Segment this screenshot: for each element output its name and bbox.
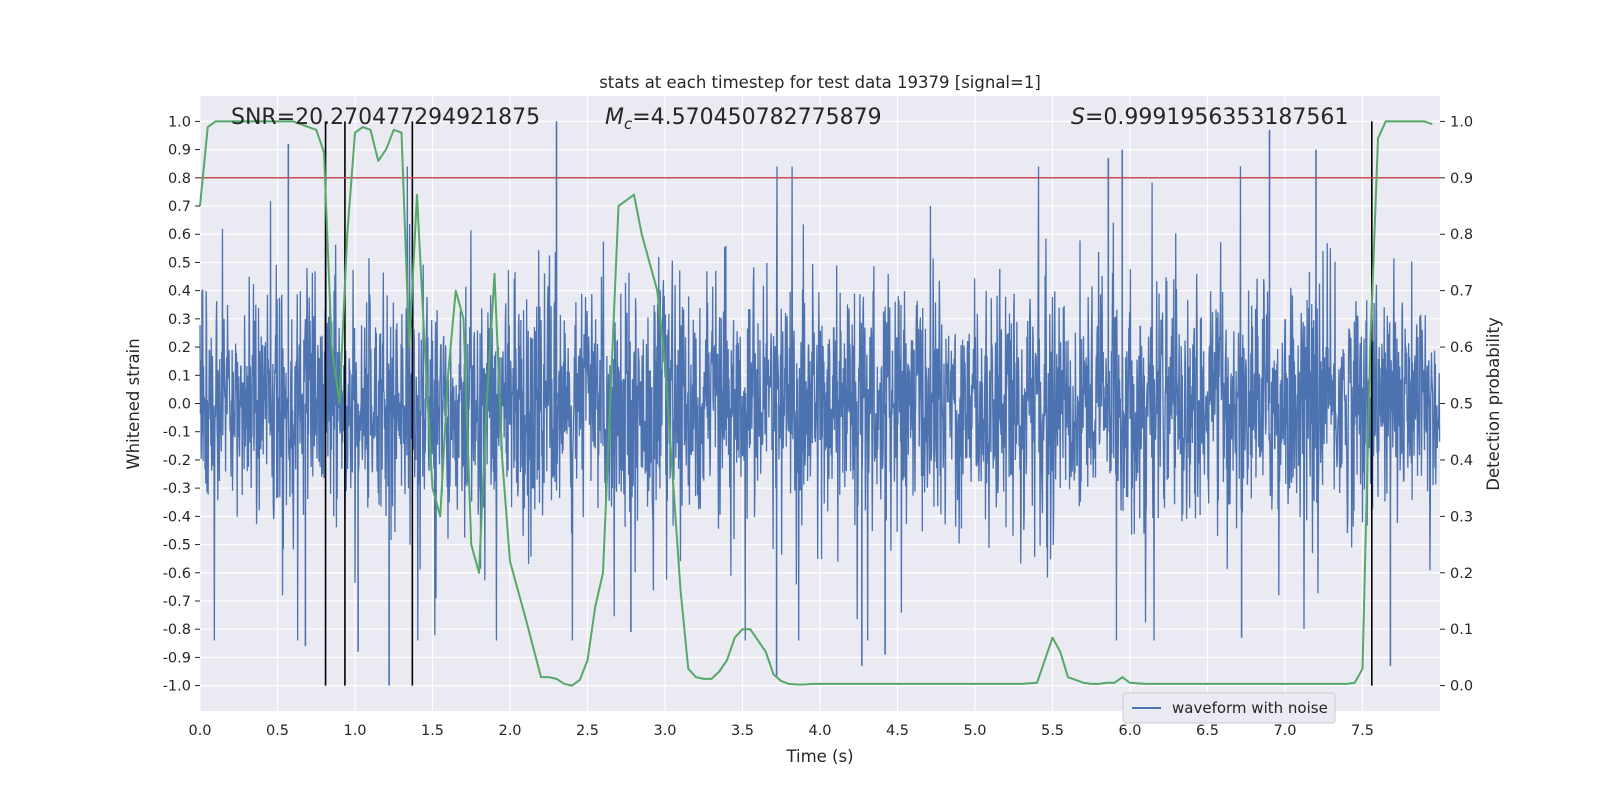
probability-line <box>199 120 1433 687</box>
annotation-mc: Mc=4.570450782775879 <box>605 105 882 133</box>
y2-tick-label: 0.6 <box>1450 340 1473 356</box>
annotation-s-value: =0.9991956353187561 <box>1085 105 1348 130</box>
y2-tick-label: 0.7 <box>1450 284 1473 300</box>
legend: waveform with noise <box>1122 692 1336 724</box>
x-axis-ticks: 0.0 0.5 1.0 1.5 2.0 2.5 3.0 3.5 4.0 4.5 5.0 5.5 6.0 6… <box>188 723 1374 739</box>
x-tick-label: 5.5 <box>1041 723 1064 739</box>
y-tick-label: 0.4 <box>168 284 191 300</box>
y-tick-label: -0.2 <box>163 453 191 469</box>
x-tick-label: 0.0 <box>188 723 211 739</box>
y-tick-label: -0.6 <box>163 566 191 582</box>
legend-box <box>1122 692 1336 724</box>
x-tick-label: 6.0 <box>1118 723 1141 739</box>
y-tick-label: -0.3 <box>163 481 191 497</box>
y-tick-label: 0.6 <box>168 227 191 243</box>
x-tick-label: 4.5 <box>886 723 909 739</box>
y-tick-label: -0.9 <box>163 650 191 666</box>
x-tick-label: 4.0 <box>808 723 831 739</box>
y-tick-label: 1.0 <box>168 114 191 130</box>
y2-tick-label: 0.8 <box>1450 227 1473 243</box>
y2-axis-label: Detection probability <box>1484 317 1503 491</box>
y-tick-label: 0.1 <box>168 368 191 384</box>
y-tick-label: 0.0 <box>168 397 191 413</box>
x-tick-label: 7.5 <box>1351 723 1374 739</box>
x-tick-label: 1.5 <box>421 723 444 739</box>
y2-tick-label: 1.0 <box>1450 114 1473 130</box>
annotation-s: S=0.9991956353187561 <box>1071 105 1348 130</box>
x-tick-label: 5.0 <box>963 723 986 739</box>
y2-axis-ticks: 1.0 0.9 0.8 0.7 0.6 0.5 0.4 0.3 0.2 0.1 0.0 <box>1440 114 1473 695</box>
waveform-line <box>199 166 1441 641</box>
waveform-series <box>199 121 1441 686</box>
x-tick-label: 1.0 <box>343 723 366 739</box>
y2-tick-label: 0.4 <box>1450 453 1473 469</box>
x-axis-label: Time (s) <box>785 747 853 766</box>
y-tick-label: -0.4 <box>163 509 191 525</box>
y2-tick-label: 0.0 <box>1450 679 1473 695</box>
x-tick-label: 7.0 <box>1273 723 1296 739</box>
y-tick-label: -0.7 <box>163 594 191 610</box>
y-tick-label: 0.3 <box>168 312 191 328</box>
y-tick-label: -0.8 <box>163 622 191 638</box>
x-tick-label: 3.0 <box>653 723 676 739</box>
x-tick-label: 2.5 <box>576 723 599 739</box>
x-tick-label: 2.0 <box>498 723 521 739</box>
annotation-mc-value: =4.570450782775879 <box>632 105 881 130</box>
y2-tick-label: 0.9 <box>1450 171 1473 187</box>
y-tick-label: 0.9 <box>168 143 191 159</box>
annotation-snr: SNR=20.270477294921875 <box>231 105 540 130</box>
y2-tick-label: 0.3 <box>1450 509 1473 525</box>
y-axis-ticks: 1.0 0.9 0.8 0.7 0.6 0.5 0.4 0.3 0.2 0.1 0.0 -0.1 -0.… <box>163 114 200 695</box>
y-tick-label: 0.5 <box>168 255 191 271</box>
y-tick-label: 0.2 <box>168 340 191 356</box>
probability-series <box>199 120 1433 687</box>
x-tick-label: 3.5 <box>731 723 754 739</box>
x-tick-label: 0.5 <box>266 723 289 739</box>
y-axis-label: Whitened strain <box>124 338 143 469</box>
chart-title: stats at each timestep for test data 193… <box>599 73 1041 92</box>
y2-tick-label: 0.5 <box>1450 397 1473 413</box>
y-tick-label: 0.8 <box>168 171 191 187</box>
y2-tick-label: 0.1 <box>1450 622 1473 638</box>
x-tick-label: 6.5 <box>1196 723 1219 739</box>
y-tick-label: -0.5 <box>163 538 191 554</box>
y-tick-label: -1.0 <box>163 679 191 695</box>
y-tick-label: -0.1 <box>163 425 191 441</box>
legend-label: waveform with noise <box>1172 699 1328 717</box>
y-tick-label: 0.7 <box>168 199 191 215</box>
y2-tick-label: 0.2 <box>1450 566 1473 582</box>
